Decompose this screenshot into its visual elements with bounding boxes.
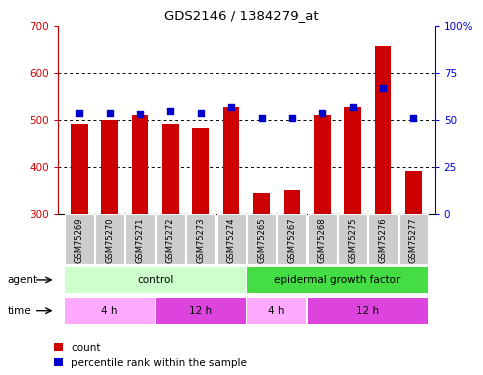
Text: GSM75269: GSM75269 xyxy=(75,218,84,263)
Text: GSM75268: GSM75268 xyxy=(318,218,327,263)
Bar xyxy=(65,298,155,324)
Bar xyxy=(308,298,428,324)
Text: time: time xyxy=(7,306,31,316)
Point xyxy=(288,115,296,121)
Bar xyxy=(65,214,94,264)
Text: 12 h: 12 h xyxy=(356,306,380,316)
Bar xyxy=(277,214,307,264)
Text: epidermal growth factor: epidermal growth factor xyxy=(274,275,401,285)
Bar xyxy=(223,107,240,214)
Bar xyxy=(162,124,179,214)
Bar xyxy=(314,116,331,214)
Text: GSM75272: GSM75272 xyxy=(166,218,175,263)
Bar xyxy=(253,193,270,214)
Text: GSM75276: GSM75276 xyxy=(379,218,387,263)
Point xyxy=(379,85,387,91)
Legend: count, percentile rank within the sample: count, percentile rank within the sample xyxy=(54,343,247,368)
Bar xyxy=(65,267,246,293)
Bar xyxy=(95,214,124,264)
Text: control: control xyxy=(137,275,173,285)
Text: GSM75274: GSM75274 xyxy=(227,218,236,263)
Point xyxy=(410,115,417,121)
Bar xyxy=(71,124,87,214)
Bar xyxy=(126,214,155,264)
Point xyxy=(318,110,326,116)
Text: GSM75275: GSM75275 xyxy=(348,218,357,263)
Bar xyxy=(101,120,118,214)
Point xyxy=(257,115,265,121)
Text: GDS2146 / 1384279_at: GDS2146 / 1384279_at xyxy=(164,9,319,22)
Text: GSM75270: GSM75270 xyxy=(105,218,114,263)
Text: GSM75267: GSM75267 xyxy=(287,218,297,263)
Point xyxy=(197,110,205,116)
Point xyxy=(227,104,235,110)
Bar xyxy=(308,214,337,264)
Point xyxy=(75,110,83,116)
Text: GSM75265: GSM75265 xyxy=(257,218,266,263)
Text: GSM75277: GSM75277 xyxy=(409,218,418,263)
Bar xyxy=(405,171,422,214)
Text: 12 h: 12 h xyxy=(189,306,213,316)
Point xyxy=(106,110,114,116)
Bar xyxy=(284,190,300,214)
Bar xyxy=(247,267,428,293)
Bar xyxy=(247,298,307,324)
Point xyxy=(136,111,144,117)
Text: GSM75273: GSM75273 xyxy=(196,218,205,263)
Bar xyxy=(156,298,246,324)
Bar xyxy=(369,214,398,264)
Text: 4 h: 4 h xyxy=(269,306,285,316)
Bar xyxy=(156,214,185,264)
Bar xyxy=(216,214,246,264)
Bar xyxy=(338,214,367,264)
Bar xyxy=(132,116,148,214)
Bar xyxy=(186,214,215,264)
Bar xyxy=(375,46,391,214)
Text: GSM75271: GSM75271 xyxy=(136,218,144,263)
Point xyxy=(349,104,356,110)
Bar xyxy=(247,214,276,264)
Bar xyxy=(192,128,209,214)
Bar xyxy=(399,214,428,264)
Text: agent: agent xyxy=(7,275,37,285)
Bar xyxy=(344,107,361,214)
Text: 4 h: 4 h xyxy=(101,306,118,316)
Point xyxy=(167,108,174,114)
